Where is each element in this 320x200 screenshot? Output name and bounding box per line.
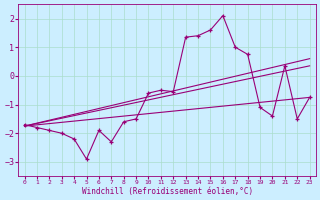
- X-axis label: Windchill (Refroidissement éolien,°C): Windchill (Refroidissement éolien,°C): [82, 187, 253, 196]
